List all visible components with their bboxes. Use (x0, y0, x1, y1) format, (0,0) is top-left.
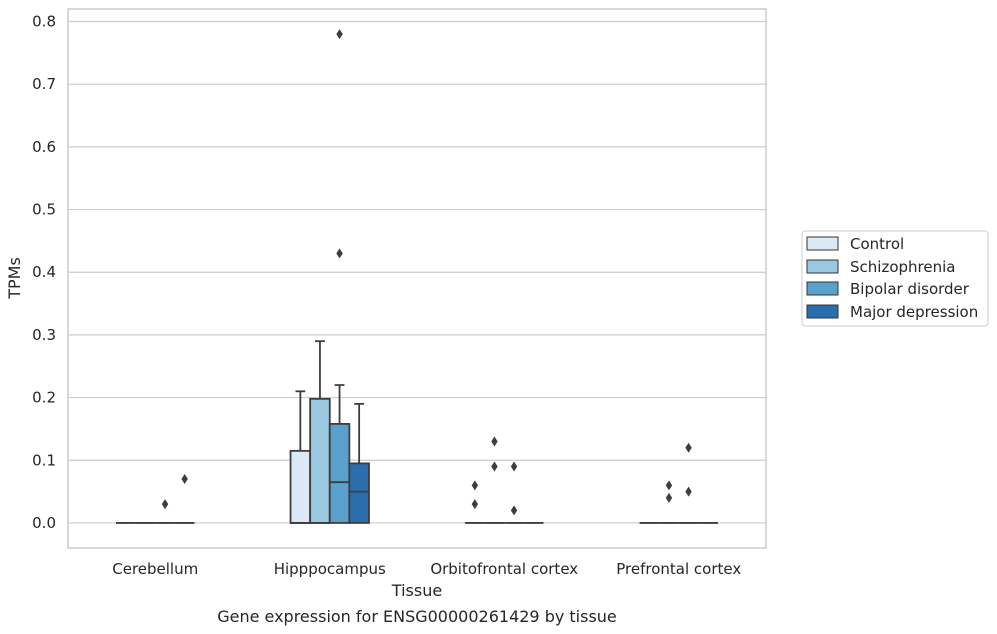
x-axis-title: Tissue (391, 581, 442, 600)
outlier-marker (665, 492, 673, 503)
outlier-marker (181, 474, 188, 485)
x-tick-label: Prefrontal cortex (616, 560, 741, 578)
y-tick-labels: 0.0 0.1 0.2 0.3 0.4 0.5 0.6 0.7 0.8 (32, 13, 56, 532)
x-tick-label: Cerebellum (112, 560, 198, 578)
outlier-marker (685, 442, 692, 453)
box-body (289, 449, 312, 524)
legend-swatch-schizophrenia (806, 259, 839, 274)
y-tick-label: 0.5 (32, 201, 56, 219)
y-tick-label: 0.8 (32, 13, 56, 31)
outlier-marker (161, 499, 169, 510)
outlier-marker (491, 436, 498, 447)
outlier-marker (336, 248, 343, 259)
legend-label-major-depression: Major depression (850, 303, 978, 321)
outlier-marker (491, 461, 498, 472)
legend-label-control: Control (850, 235, 904, 253)
legend: Control Schizophrenia Bipolar disorder M… (801, 230, 989, 327)
y-tick-label: 0.3 (32, 326, 56, 344)
legend-label-bipolar-disorder: Bipolar disorder (850, 280, 970, 298)
box-group (484, 436, 505, 524)
y-tick-label: 0.4 (32, 263, 56, 281)
box-body (348, 462, 370, 524)
x-tick-label: Orbitofrontal cortex (430, 560, 578, 578)
y-tick-label: 0.0 (32, 514, 56, 532)
outlier-marker (471, 480, 479, 491)
outlier-marker (685, 486, 692, 497)
y-tick-label: 0.2 (32, 389, 56, 407)
y-axis-title: TPMs (5, 257, 24, 300)
box-group (174, 474, 195, 524)
box-group (155, 499, 175, 524)
legend-label-schizophrenia: Schizophrenia (850, 258, 955, 276)
box-group (659, 480, 679, 524)
box-group (504, 461, 524, 524)
x-tick-labels: Cerebellum Hipppocampus Orbitofrontal cort… (112, 560, 741, 578)
y-tick-label: 0.6 (32, 138, 56, 156)
legend-frame (801, 230, 989, 327)
box-body (328, 423, 351, 524)
figure-caption: Gene expression for ENSG00000261429 by t… (217, 607, 617, 626)
box-group (289, 390, 312, 524)
box-series (116, 29, 718, 524)
legend-swatch-bipolar-disorder (806, 281, 839, 296)
box-group (348, 402, 370, 524)
box-group (309, 340, 331, 524)
legend-swatch-major-depression (806, 304, 839, 319)
y-tick-label: 0.1 (32, 451, 56, 469)
box-group (328, 29, 351, 524)
outlier-marker (510, 505, 518, 516)
plot-frame (67, 8, 767, 549)
outlier-marker (336, 29, 343, 40)
legend-swatch-control (806, 236, 839, 251)
box-group (465, 480, 485, 524)
y-tick-label: 0.7 (32, 75, 56, 93)
box-body (309, 397, 331, 524)
x-tick-label: Hipppocampus (274, 560, 386, 578)
gridlines (68, 20, 766, 524)
outlier-marker (510, 461, 518, 472)
box-group (678, 442, 699, 524)
outlier-marker (471, 499, 479, 510)
outlier-marker (665, 480, 673, 491)
